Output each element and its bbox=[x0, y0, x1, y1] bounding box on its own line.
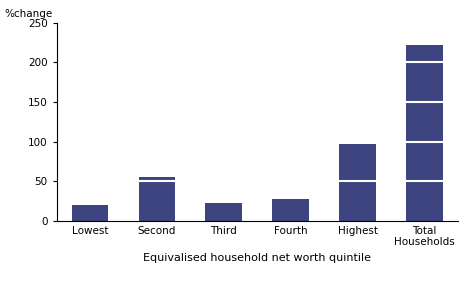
Bar bbox=[406, 45, 443, 221]
Text: %change: %change bbox=[5, 9, 53, 19]
Bar bbox=[139, 177, 175, 221]
Bar bbox=[72, 205, 109, 221]
X-axis label: Equivalised household net worth quintile: Equivalised household net worth quintile bbox=[143, 253, 371, 263]
Bar bbox=[205, 203, 242, 221]
Bar bbox=[272, 199, 309, 221]
Bar bbox=[339, 144, 376, 221]
